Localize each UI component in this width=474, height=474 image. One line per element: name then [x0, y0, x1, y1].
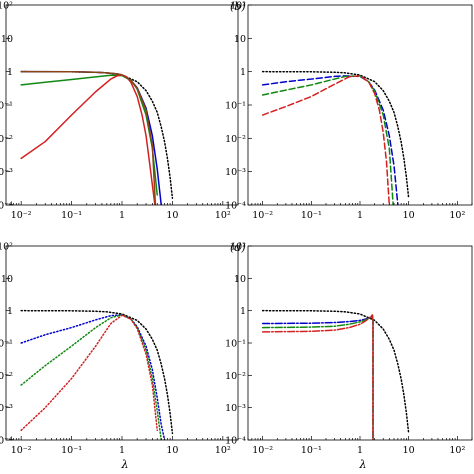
y-tick-label: 1: [240, 67, 246, 78]
y-tick-label: 1: [7, 67, 13, 78]
series-line-3: [261, 315, 374, 440]
x-tick-label: 10²: [449, 445, 465, 456]
panel-b: 10⁻² 10⁻¹ 1 10 10² 10² 10 1 10⁻¹ 10⁻² 10⁻³ 10⁻⁴ (b): [225, 0, 473, 221]
x-tick-label: 10⁻²: [252, 210, 273, 221]
y-tick-label: 10⁻²: [225, 371, 246, 382]
y-tick-label: 10: [1, 274, 13, 285]
y-tick-label: 10²: [230, 242, 246, 253]
y-tick-label: 10⁻⁴: [0, 201, 13, 212]
y-tick-label: 1: [7, 306, 13, 317]
y-tick-label: 10²: [0, 242, 13, 253]
series-line-2: [261, 315, 374, 440]
x-tick-label: 10⁻¹: [301, 210, 322, 221]
y-tick-label: 10²: [0, 1, 13, 12]
x-tick-label: 10⁻¹: [61, 445, 82, 456]
panel-label: (b): [230, 0, 246, 13]
y-tick-label: 10⁻¹: [225, 101, 246, 112]
x-tick-label: 1: [357, 210, 363, 221]
y-tick-label: 10⁻¹: [0, 101, 13, 112]
y-tick-label: 10: [1, 34, 13, 45]
x-tick-label: 10⁻²: [11, 210, 32, 221]
series-line-3: [20, 74, 158, 196]
y-tick-label: 10⁻²: [0, 134, 13, 145]
x-tick-label: 10²: [215, 445, 231, 456]
x-axis-title: λ: [121, 458, 129, 471]
plot-frame: [5, 4, 239, 206]
panel-a: 10⁻² 10⁻¹ 1 10 10² 10² 10 1 10⁻¹ 10⁻² 10⁻³ 10⁻⁴: [0, 1, 239, 221]
x-tick-label: 10²: [449, 210, 465, 221]
x-tick-label: 10²: [215, 210, 231, 221]
series-line-5: [20, 70, 157, 205]
y-tick-label: 10⁻³: [0, 167, 13, 178]
series-line-4: [20, 74, 156, 205]
y-tick-label: 10: [234, 34, 246, 45]
y-tick-label: 1: [240, 306, 246, 317]
x-tick-label: 10: [166, 445, 178, 456]
series-line-2: [20, 70, 162, 205]
series-line-4: [261, 314, 374, 440]
series-line-4: [20, 314, 158, 432]
series-line-1: [261, 70, 410, 199]
y-tick-label: 10⁻⁴: [225, 436, 246, 447]
series-group: [261, 309, 410, 440]
y-tick-label: 10⁻³: [0, 403, 13, 414]
series-line-4: [261, 75, 391, 205]
series-group: [20, 309, 174, 440]
x-tick-label: 10: [403, 445, 415, 456]
plot-frame: [247, 4, 473, 206]
series-line-2: [20, 313, 166, 440]
y-tick-label: 10: [234, 274, 246, 285]
plot-frame: [247, 245, 473, 441]
series-line-3: [20, 313, 162, 440]
y-tick-label: 10⁻¹: [0, 339, 13, 350]
y-tick-label: 10⁻³: [225, 167, 246, 178]
series-group: [261, 70, 410, 205]
y-tick-label: 10⁻⁴: [225, 201, 246, 212]
series-group: [20, 70, 174, 205]
x-tick-label: 1: [357, 445, 363, 456]
y-tick-label: 10⁻²: [0, 371, 13, 382]
x-tick-label: 10⁻²: [252, 445, 273, 456]
x-tick-label: 10⁻¹: [61, 210, 82, 221]
y-tick-label: 10⁻²: [225, 134, 246, 145]
x-tick-label: 10⁻¹: [301, 445, 322, 456]
y-tick-label: 10⁻³: [225, 403, 246, 414]
x-tick-label: 10⁻²: [11, 445, 32, 456]
series-line-3: [261, 75, 394, 205]
x-tick-label: 10: [403, 210, 415, 221]
panel-d: 10⁻² 10⁻¹ 1 10 10² 10² 10 1 10⁻¹ 10⁻² 10⁻³ 10⁻⁴ (d) λ: [225, 241, 473, 471]
panel-c: 10⁻² 10⁻¹ 1 10 10² 10² 10 1 10⁻¹ 10⁻² 10⁻³ 10⁻⁴ λ: [0, 242, 239, 471]
panel-label: (d): [230, 241, 246, 254]
y-tick-label: 10²: [230, 1, 246, 12]
y-tick-label: 10⁻⁴: [0, 436, 13, 447]
series-line-1: [261, 309, 410, 435]
x-axis-title: λ: [359, 458, 367, 471]
y-tick-label: 10⁻¹: [225, 339, 246, 350]
series-line-1: [20, 309, 174, 435]
series-line-2: [261, 75, 399, 205]
x-tick-label: 10: [166, 210, 178, 221]
x-tick-label: 1: [119, 210, 125, 221]
x-tick-label: 1: [119, 445, 125, 456]
